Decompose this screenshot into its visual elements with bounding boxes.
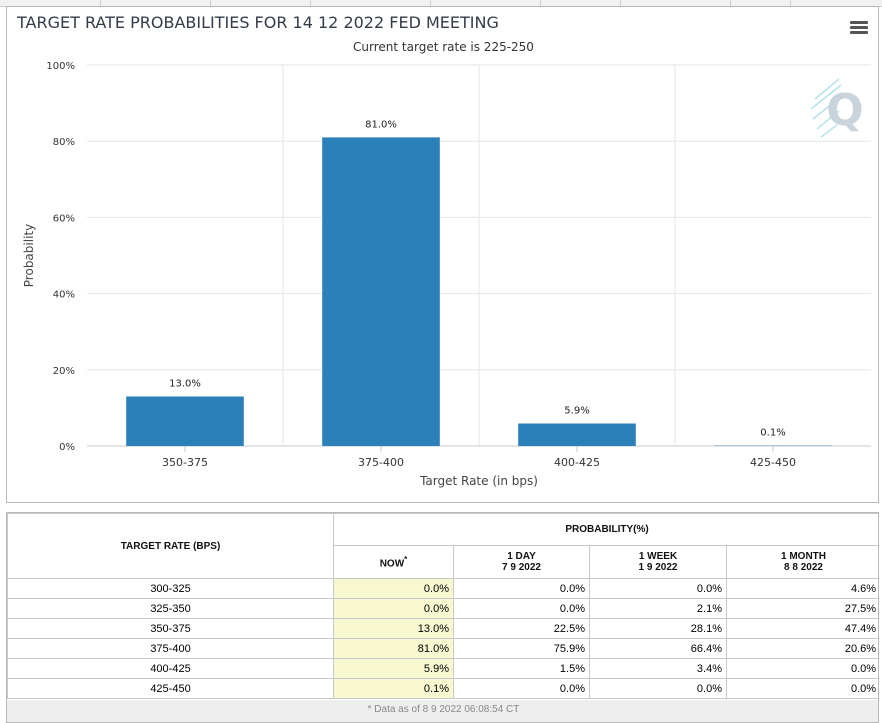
probability-cell: 2.1% <box>589 598 727 619</box>
data-label: 0.1% <box>760 428 785 439</box>
probability-cell: 22.5% <box>453 618 590 639</box>
bar-chart: 0% 20% 40% 60% 80% 100% 13.0% 350-375 81.0% 375-4… <box>22 61 871 488</box>
bar <box>126 396 244 446</box>
y-tick-label: 20% <box>53 366 75 377</box>
probability-cell: 27.5% <box>725 598 878 619</box>
table-row: 350-375 13.0% 22.5% 28.1% 47.4% <box>7 618 878 639</box>
probability-cell: 66.4% <box>589 638 727 659</box>
rate-cell: 425-450 <box>7 678 334 699</box>
table-row: 325-350 0.0% 0.0% 2.1% 27.5% <box>7 598 878 619</box>
probability-cell: 0.0% <box>333 598 454 619</box>
probability-table-panel: TARGET RATE (BPS) PROBABILITY(%) NOW* 1 … <box>6 512 879 723</box>
y-axis-title: Probability <box>22 224 36 287</box>
probability-cell: 4.6% <box>725 578 878 599</box>
x-axis-title: Target Rate (in bps) <box>419 474 538 488</box>
x-tick-label: 350-375 <box>162 456 208 469</box>
probability-cell: 28.1% <box>589 618 727 639</box>
probability-cell: 0.0% <box>333 578 454 599</box>
y-tick-label: 40% <box>53 290 75 301</box>
y-tick-label: 60% <box>53 213 75 224</box>
data-timestamp-note: * Data as of 8 9 2022 06:08:54 CT <box>7 700 878 722</box>
data-label: 81.0% <box>365 119 397 130</box>
table-row: 300-325 0.0% 0.0% 0.0% 4.6% <box>7 578 878 599</box>
probability-cell: 0.0% <box>725 678 878 699</box>
probability-cell: 3.4% <box>589 658 727 679</box>
rate-cell: 375-400 <box>7 638 334 659</box>
table-row: 425-450 0.1% 0.0% 0.0% 0.0% <box>7 678 878 699</box>
rate-cell: 400-425 <box>7 658 334 679</box>
probability-cell: 13.0% <box>333 618 454 639</box>
hamburger-menu-icon[interactable] <box>850 21 868 35</box>
probability-table: TARGET RATE (BPS) PROBABILITY(%) NOW* 1 … <box>7 513 878 699</box>
y-tick-label: 0% <box>59 442 75 453</box>
probability-cell: 5.9% <box>333 658 454 679</box>
probability-cell: 0.0% <box>453 578 590 599</box>
probability-cell: 0.0% <box>725 658 878 679</box>
data-label: 5.9% <box>564 406 589 417</box>
header-1-week: 1 WEEK 1 9 2022 <box>589 545 727 579</box>
y-tick-label: 80% <box>53 137 75 148</box>
y-tick-label: 100% <box>46 61 75 72</box>
header-1-month: 1 MONTH 8 8 2022 <box>725 545 878 579</box>
header-now: NOW* <box>333 545 454 579</box>
svg-text:Q: Q <box>826 85 863 136</box>
probability-cell: 81.0% <box>333 638 454 659</box>
bar <box>322 137 440 446</box>
header-target-rate: TARGET RATE (BPS) <box>7 513 334 579</box>
x-tick-label: 400-425 <box>554 456 600 469</box>
rate-cell: 325-350 <box>7 598 334 619</box>
header-1-day: 1 DAY 7 9 2022 <box>453 545 590 579</box>
table-row: 375-400 81.0% 75.9% 66.4% 20.6% <box>7 638 878 659</box>
rate-cell: 300-325 <box>7 578 334 599</box>
rate-cell: 350-375 <box>7 618 334 639</box>
chart-title: TARGET RATE PROBABILITIES FOR 14 12 2022… <box>17 13 499 32</box>
probability-cell: 0.0% <box>453 598 590 619</box>
probability-cell: 75.9% <box>453 638 590 659</box>
bar <box>518 423 636 446</box>
probability-cell: 1.5% <box>453 658 590 679</box>
x-tick-label: 375-400 <box>358 456 404 469</box>
chart-subtitle: Current target rate is 225-250 <box>353 40 534 54</box>
probability-cell: 47.4% <box>725 618 878 639</box>
data-label: 13.0% <box>169 378 201 389</box>
probability-cell: 0.0% <box>453 678 590 699</box>
table-row: 400-425 5.9% 1.5% 3.4% 0.0% <box>7 658 878 679</box>
probability-cell: 20.6% <box>725 638 878 659</box>
probability-cell: 0.1% <box>333 678 454 699</box>
q-logo-watermark-icon: Q <box>810 78 864 138</box>
header-probability: PROBABILITY(%) <box>332 513 878 546</box>
x-tick-label: 425-450 <box>750 456 796 469</box>
chart-panel: 0% 20% 40% 60% 80% 100% 13.0% 350-375 81.0% 375-4… <box>6 6 879 503</box>
probability-cell: 0.0% <box>589 578 727 599</box>
probability-cell: 0.0% <box>589 678 727 699</box>
